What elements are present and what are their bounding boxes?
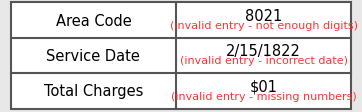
- Text: Total Charges: Total Charges: [44, 84, 143, 99]
- Text: (invalid entry - incorrect date): (invalid entry - incorrect date): [180, 56, 348, 66]
- Text: 8021: 8021: [245, 9, 282, 24]
- Text: Area Code: Area Code: [55, 13, 131, 28]
- Text: (invalid entry - missing numbers): (invalid entry - missing numbers): [171, 91, 357, 101]
- Text: Service Date: Service Date: [46, 49, 140, 63]
- Text: 2/15/1822: 2/15/1822: [226, 44, 301, 59]
- Text: $01: $01: [249, 79, 278, 94]
- Text: (invalid entry - not enough digits): (invalid entry - not enough digits): [169, 20, 358, 30]
